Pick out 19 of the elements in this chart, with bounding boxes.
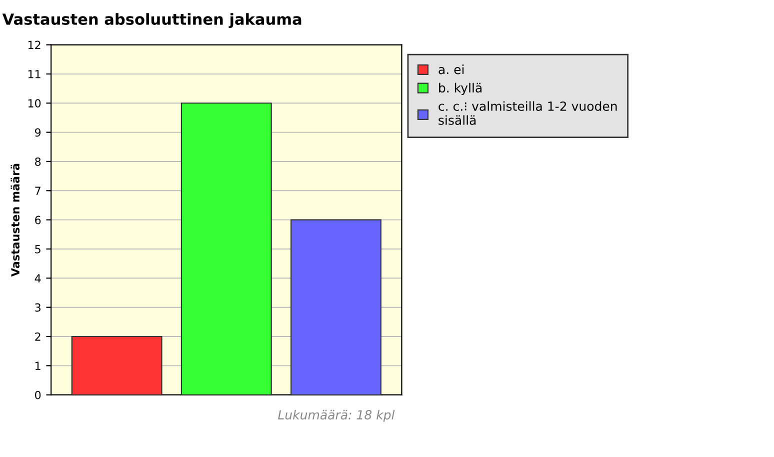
y-tick-label: 11 <box>28 70 40 78</box>
y-tick-label: 9 <box>34 128 41 137</box>
y-axis-title: Vastausten määrä <box>10 164 20 277</box>
legend-label: a. ei <box>438 64 464 74</box>
y-tick-label: 3 <box>35 303 40 312</box>
y-tick-label: 7 <box>35 186 40 195</box>
y-tick-label: 12 <box>28 40 40 50</box>
text: Lukumäärä: 18 kpl <box>278 410 395 422</box>
y-tick-label: 1 <box>36 362 40 370</box>
chart-title: Vastausten absoluuttinen jakauma <box>2 13 302 28</box>
y-tick-label: 6 <box>35 216 41 224</box>
y-tick-label: 2 <box>35 332 40 341</box>
legend-label: b. kyllä <box>439 82 482 95</box>
y-tick-label: 4 <box>34 274 41 282</box>
y-tick-label: 10 <box>28 99 41 108</box>
y-tick-label: 0 <box>35 390 41 400</box>
legend-label: c. c.⁝ valmisteilla 1-2 vuoden sisällä <box>438 101 617 125</box>
y-tick-label: 5 <box>35 245 40 254</box>
y-tick-label: 8 <box>35 157 41 166</box>
